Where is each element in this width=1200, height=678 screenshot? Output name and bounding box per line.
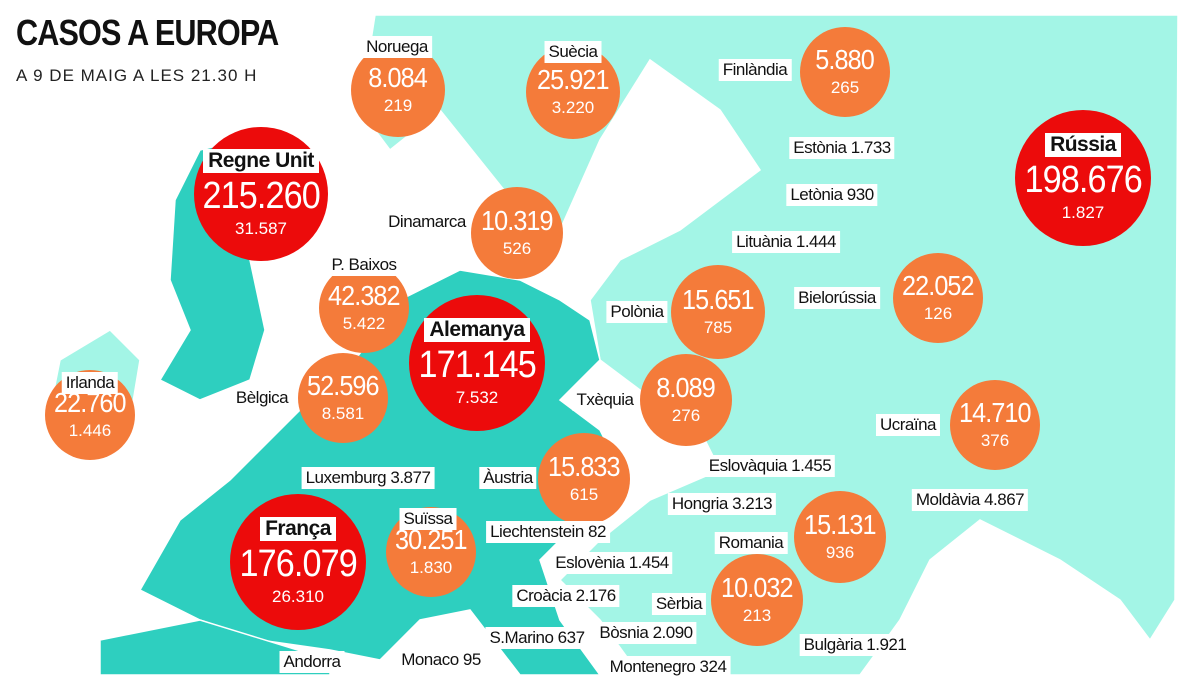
- case-bubble: 10.319 526: [471, 187, 563, 279]
- country-name: Dinamarca: [384, 211, 470, 233]
- country-label: Lituània 1.444: [732, 231, 840, 253]
- country-name: Finlàndia: [718, 59, 792, 81]
- country-label: Bulgària 1.921: [799, 634, 911, 656]
- country-label: Letònia 930: [786, 184, 878, 206]
- death-count: 31.587: [235, 219, 287, 238]
- page-title: CASOS A EUROPA: [16, 12, 279, 53]
- country-label: Eslovàquia 1.455: [704, 455, 836, 477]
- country-label: Eslovènia 1.454: [551, 552, 673, 574]
- country-name: Alemanya: [424, 318, 530, 342]
- case-count: 14.710: [959, 397, 1032, 428]
- case-bubble: 5.880 265: [800, 27, 890, 117]
- case-bubble: 15.131 936: [794, 491, 886, 583]
- death-count: 936: [825, 543, 855, 562]
- case-bubble: 15.833 615: [538, 433, 630, 525]
- death-count: 219: [383, 96, 413, 115]
- death-count: 376: [980, 431, 1010, 450]
- case-bubble: França 176.079 26.310: [230, 494, 366, 630]
- death-count: 526: [502, 239, 532, 258]
- country-name: Suïssa: [399, 508, 457, 530]
- case-count: 215.260: [202, 175, 320, 217]
- country-label: Bòsnia 2.090: [595, 622, 697, 644]
- country-name: Ucraïna: [875, 414, 941, 436]
- death-count: 265: [830, 78, 860, 97]
- country-label: Andorra: [279, 651, 345, 673]
- country-label: Croàcia 2.176: [512, 585, 620, 607]
- country-name: Suècia: [544, 41, 602, 63]
- country-label: Hongria 3.213: [667, 493, 777, 515]
- death-count: 126: [923, 304, 953, 323]
- country-name: Àustria: [479, 467, 537, 489]
- country-label: Moldàvia 4.867: [911, 489, 1029, 511]
- case-bubble: 14.710 376: [950, 380, 1040, 470]
- case-count: 176.079: [239, 543, 357, 585]
- case-count: 30.251: [395, 524, 468, 555]
- country-label: Montenegro 324: [605, 656, 731, 678]
- death-count: 8.581: [321, 404, 365, 423]
- case-count: 25.921: [537, 64, 610, 95]
- death-count: 213: [742, 606, 772, 625]
- country-name: Rússia: [1045, 133, 1121, 157]
- country-name: P. Baixos: [327, 254, 401, 276]
- country-label: S.Marino 637: [485, 627, 589, 649]
- case-bubble: 10.032 213: [711, 554, 803, 646]
- case-bubble: 52.596 8.581: [298, 353, 388, 443]
- death-count: 1.446: [68, 421, 112, 440]
- case-count: 10.319: [481, 205, 554, 236]
- case-bubble: 22.052 126: [893, 253, 983, 343]
- case-count: 22.052: [902, 270, 975, 301]
- country-label: Liechtenstein 82: [486, 521, 610, 543]
- case-bubble: Regne Unit 215.260 31.587: [194, 127, 328, 261]
- death-count: 5.422: [342, 314, 386, 333]
- country-name: Noruega: [362, 36, 432, 58]
- case-count: 15.131: [804, 509, 877, 540]
- case-bubble: Alemanya 171.145 7.532: [409, 295, 545, 431]
- case-count: 15.651: [682, 284, 755, 315]
- death-count: 26.310: [272, 587, 324, 606]
- country-name: Regne Unit: [203, 149, 319, 173]
- case-count: 15.833: [548, 451, 621, 482]
- country-name: Polònia: [606, 301, 668, 323]
- death-count: 785: [703, 318, 733, 337]
- country-label: Luxemburg 3.877: [301, 467, 435, 489]
- case-bubble: 15.651 785: [671, 265, 765, 359]
- death-count: 3.220: [551, 98, 595, 117]
- death-count: 615: [569, 485, 599, 504]
- case-count: 171.145: [418, 344, 536, 386]
- case-count: 52.596: [307, 370, 380, 401]
- case-bubble: 8.089 276: [640, 354, 732, 446]
- page-subtitle: A 9 DE MAIG A LES 21.30 H: [16, 66, 258, 85]
- case-count: 42.382: [328, 280, 401, 311]
- country-name: Romania: [714, 532, 788, 554]
- country-label: Monaco 95: [397, 649, 485, 671]
- case-count: 5.880: [815, 44, 875, 75]
- country-name: Txèquia: [572, 389, 638, 411]
- country-name: Irlanda: [61, 372, 119, 394]
- country-label: Estònia 1.733: [789, 137, 895, 159]
- death-count: 1.830: [409, 558, 453, 577]
- death-count: 7.532: [455, 388, 499, 407]
- country-name: Bèlgica: [231, 387, 293, 409]
- case-bubble: 8.084 219: [351, 43, 445, 137]
- country-name: França: [260, 517, 336, 541]
- death-count: 276: [671, 406, 701, 425]
- country-name: Bielorússia: [794, 287, 880, 309]
- death-count: 1.827: [1061, 203, 1105, 222]
- case-count: 10.032: [721, 572, 794, 603]
- country-name: Sèrbia: [651, 593, 707, 615]
- case-bubble: 42.382 5.422: [319, 263, 409, 353]
- case-count: 8.084: [368, 62, 428, 93]
- case-bubble: Rússia 198.676 1.827: [1015, 110, 1151, 246]
- case-count: 8.089: [656, 372, 716, 403]
- case-count: 198.676: [1024, 159, 1142, 201]
